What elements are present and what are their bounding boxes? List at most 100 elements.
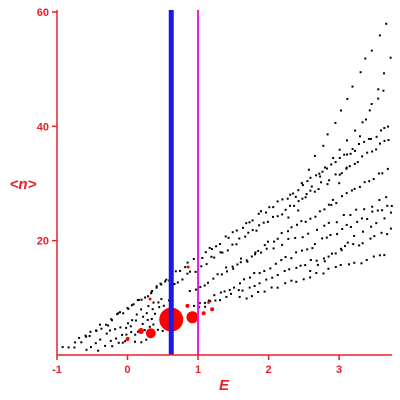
data-point — [219, 291, 222, 294]
data-point — [250, 255, 253, 258]
data-point — [304, 220, 307, 223]
data-point — [295, 266, 298, 269]
data-point — [213, 294, 216, 297]
y-axis-label: <n> — [10, 176, 37, 193]
data-point — [242, 226, 244, 229]
data-point — [387, 125, 389, 128]
data-point — [161, 329, 164, 332]
data-point — [313, 243, 316, 246]
data-point — [145, 338, 148, 341]
data-point — [186, 272, 189, 275]
data-point — [235, 229, 238, 232]
data-point — [203, 284, 206, 287]
data-point — [250, 295, 253, 298]
data-point — [331, 198, 334, 201]
data-point — [322, 272, 325, 275]
data-point — [239, 261, 242, 264]
data-point — [320, 181, 322, 184]
data-point — [216, 273, 219, 276]
data-point — [363, 140, 366, 143]
data-point — [281, 213, 284, 216]
data-point — [297, 200, 300, 203]
data-point — [363, 208, 366, 211]
data-point — [361, 242, 364, 245]
highlighted-point — [201, 311, 206, 316]
data-point — [387, 139, 390, 141]
data-point — [107, 324, 110, 327]
data-point — [383, 139, 386, 142]
tick-labels: -1 0 1 2 3 20 40 60 — [37, 7, 342, 376]
data-point — [280, 259, 283, 262]
data-point — [348, 263, 350, 266]
data-point — [225, 266, 228, 269]
data-point — [319, 175, 322, 178]
data-point — [134, 333, 137, 336]
data-point — [276, 237, 279, 240]
data-point — [315, 259, 318, 262]
data-point — [136, 299, 139, 302]
data-point — [346, 97, 349, 100]
data-point — [155, 285, 158, 288]
data-point — [272, 206, 275, 209]
data-point — [122, 312, 125, 315]
data-point — [238, 295, 241, 298]
data-point — [304, 264, 307, 267]
data-point — [380, 129, 382, 132]
data-point — [141, 323, 144, 325]
data-point — [330, 163, 333, 166]
data-point — [219, 251, 222, 254]
data-point — [356, 161, 359, 164]
data-point — [290, 257, 293, 260]
data-point — [331, 252, 333, 255]
data-point — [223, 290, 226, 293]
data-point — [364, 57, 367, 60]
data-point — [322, 144, 325, 147]
data-point — [99, 338, 102, 341]
data-point — [214, 299, 217, 302]
data-point — [115, 337, 118, 340]
data-point — [382, 89, 385, 92]
data-point — [335, 202, 338, 205]
data-point — [281, 243, 284, 246]
data-point — [358, 143, 360, 145]
data-point — [305, 193, 308, 196]
data-point — [300, 182, 303, 185]
data-point — [140, 341, 143, 344]
data-point — [281, 198, 284, 201]
data-point — [353, 162, 356, 165]
data-point — [219, 299, 221, 302]
data-point — [351, 148, 354, 151]
data-point — [366, 151, 369, 154]
data-point — [323, 260, 326, 263]
data-point — [367, 137, 370, 140]
data-point — [346, 139, 348, 142]
data-point — [311, 247, 314, 250]
data-point — [157, 301, 160, 304]
data-point — [231, 265, 234, 268]
data-point — [340, 249, 343, 252]
data-point — [326, 183, 329, 186]
data-point — [203, 301, 206, 304]
data-point — [372, 255, 375, 258]
data-point — [327, 255, 330, 258]
data-point — [349, 226, 352, 228]
data-point — [368, 180, 371, 183]
data-point — [237, 289, 240, 292]
data-point — [327, 221, 330, 224]
data-point — [119, 326, 122, 329]
data-point — [340, 247, 342, 250]
data-point — [254, 253, 257, 256]
data-point — [289, 204, 291, 207]
data-point — [245, 259, 248, 262]
x-tick-label: 0 — [124, 364, 130, 376]
scatter-points — [61, 22, 393, 352]
data-point — [238, 237, 241, 240]
data-point — [343, 153, 346, 156]
data-point — [272, 247, 275, 250]
data-point — [329, 234, 332, 236]
data-point — [78, 336, 81, 339]
data-point — [274, 262, 277, 265]
data-point — [289, 193, 292, 196]
data-point — [373, 235, 376, 238]
